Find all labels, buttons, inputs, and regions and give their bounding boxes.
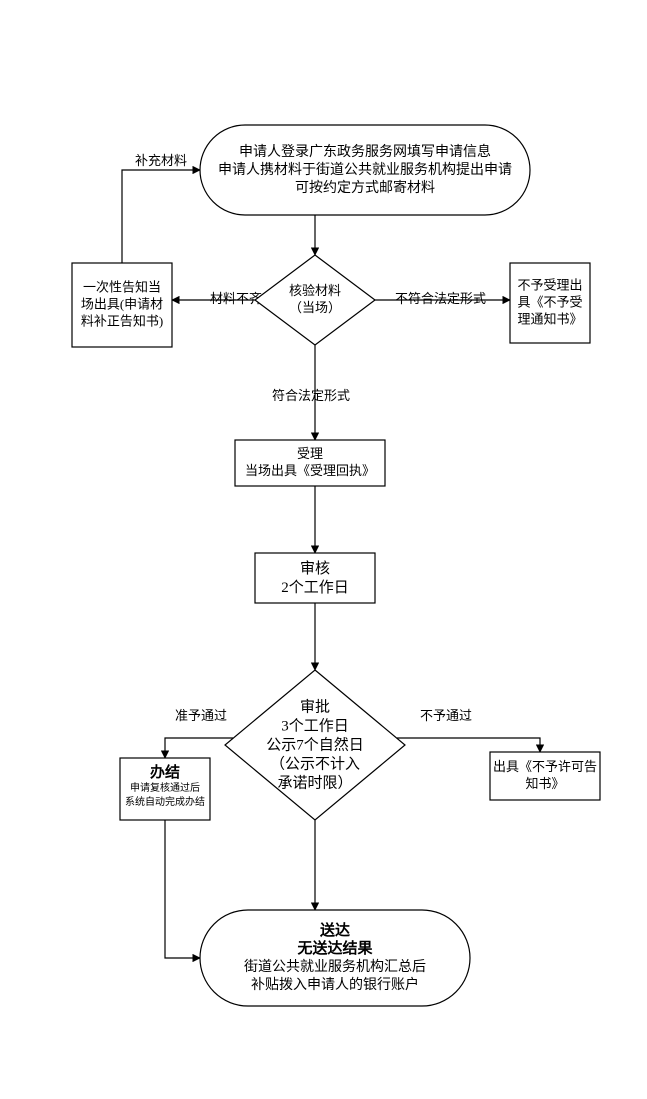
node-text: 申请人携材料于街道公共就业服务机构提出申请 — [218, 162, 512, 178]
node-text: 无送达结果 — [296, 939, 373, 957]
node-text: 理通知书》 — [517, 312, 582, 327]
node-text: 办结 — [150, 763, 180, 781]
edge-label: 不符合法定形式 — [395, 291, 486, 306]
node-accept: 受理当场出具《受理回执》 — [235, 440, 385, 486]
node-text: 审核 — [300, 560, 330, 577]
flowchart: 材料不齐 补充材料不符合法定形式符合法定形式准予通过 不予通过 申请人登录广东政务服务… — [0, 0, 647, 1099]
node-approve: 审批 3个工作日公示7个自然日 （公示不计入承诺时限） — [225, 670, 405, 820]
node-text: 场出具(申请材 — [81, 297, 163, 312]
edge-label: 材料不齐 — [210, 291, 262, 306]
edge — [122, 170, 200, 263]
edge — [165, 820, 200, 958]
node-text: 街道公共就业服务机构汇总后 — [244, 959, 426, 975]
node-text: 2个工作日 — [281, 579, 349, 596]
node-text: 出具《不予许可告 — [493, 759, 597, 774]
node-text: 送达 — [319, 921, 350, 939]
edge — [397, 738, 540, 752]
node-supplement: 一次性告知当场出具(申请材料补正告知书) — [72, 263, 172, 347]
node-text: 承诺时限） — [277, 775, 352, 792]
edge-label: 准予通过 — [175, 708, 227, 723]
node-text: 审批 — [300, 699, 330, 716]
node-text: 受理 — [297, 446, 323, 461]
node-text: 补贴拨入申请人的银行账户 — [251, 976, 419, 993]
node-text: 不予受理出 — [517, 278, 582, 293]
node-text: 申请人登录广东政务服务网填写申请信息 — [239, 143, 491, 160]
node-text: 知书》 — [525, 776, 564, 791]
node-deliver: 送达无送达结果街道公共就业服务机构汇总后补贴拨入申请人的银行账户 — [200, 910, 470, 1006]
node-review: 审核 2个工作日 — [255, 553, 375, 603]
node-text: 申请复核通过后 — [130, 781, 200, 794]
node-text: 公示7个自然日 — [266, 737, 364, 754]
node-text: 料补正告知书) — [81, 314, 163, 329]
node-text: 可按约定方式邮寄材料 — [295, 179, 435, 196]
node-text: （公示不计入 — [270, 756, 360, 773]
node-text: 系统自动完成办结 — [125, 795, 205, 808]
node-start: 申请人登录广东政务服务网填写申请信息申请人携材料于街道公共就业服务机构提出申请可… — [200, 125, 530, 215]
node-reject_accept: 不予受理出具《不予受理通知书》 — [510, 263, 590, 343]
nodes: 申请人登录广东政务服务网填写申请信息申请人携材料于街道公共就业服务机构提出申请可… — [72, 125, 600, 1006]
edge — [165, 738, 233, 758]
node-text: 3个工作日 — [281, 718, 349, 735]
node-text: 具《不予受 — [517, 295, 582, 310]
node-text: 一次性告知当 — [83, 280, 161, 295]
edge-label: 补充材料 — [135, 153, 187, 168]
node-reject_permit: 出具《不予许可告知书》 — [490, 752, 600, 800]
node-text: 当场出具《受理回执》 — [245, 463, 375, 478]
edge-label: 不予通过 — [420, 708, 472, 723]
node-text: （当场） — [289, 300, 341, 315]
node-verify: 核验材料 （当场） — [255, 255, 375, 345]
node-text: 核验材料 — [289, 283, 341, 298]
node-complete: 办结申请复核通过后系统自动完成办结 — [120, 758, 210, 820]
edge-label: 符合法定形式 — [272, 388, 350, 403]
